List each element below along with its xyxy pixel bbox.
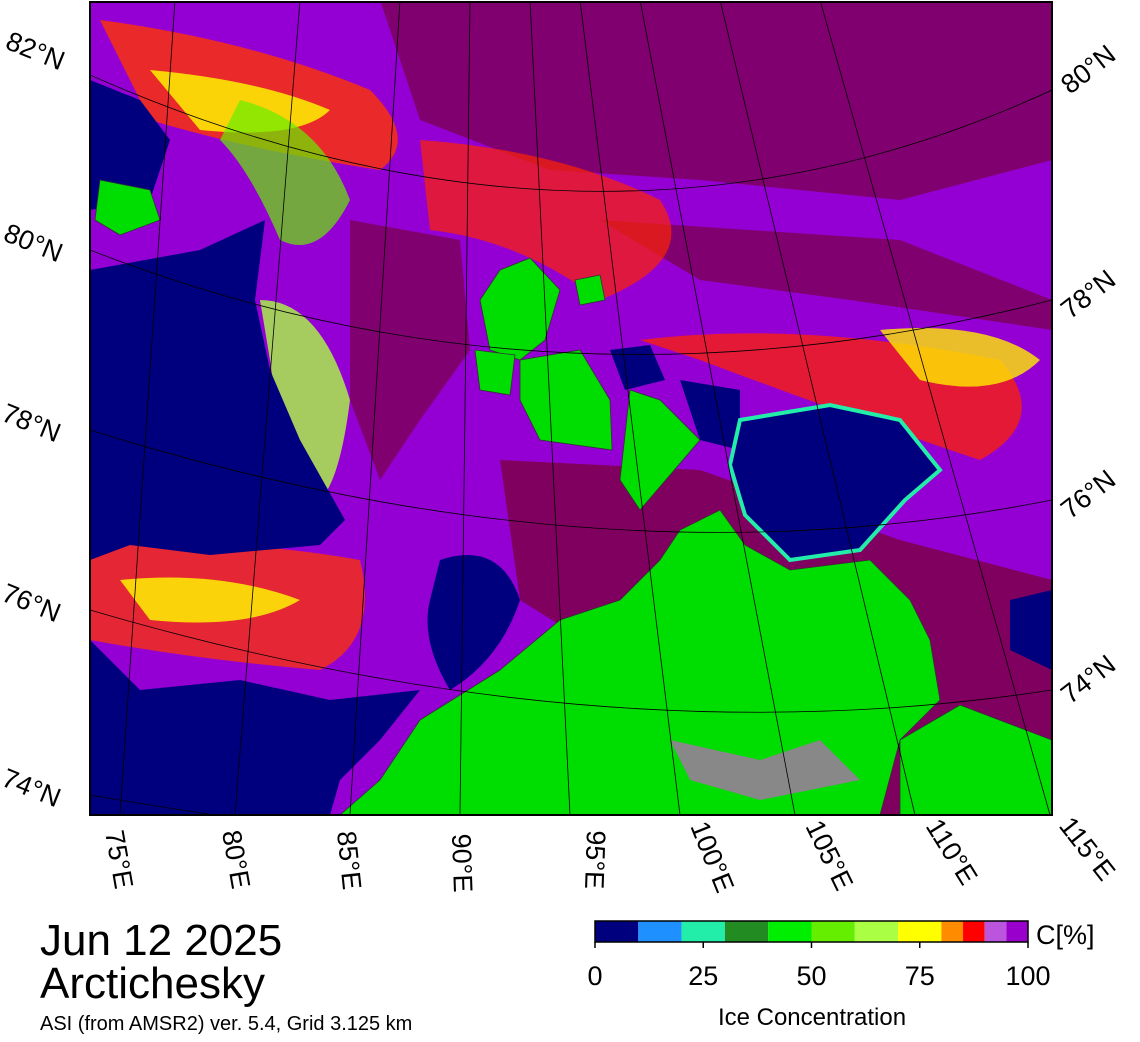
- colorbar-segment: [984, 921, 1007, 942]
- open-water: [680, 380, 740, 450]
- lon-label: 80°E: [216, 828, 256, 891]
- colorbar-label: Ice Concentration: [718, 1004, 906, 1031]
- land: [519, 349, 613, 451]
- region: Arctichesky: [40, 959, 265, 1008]
- colorbar-segment: [681, 921, 725, 942]
- land: [339, 509, 941, 815]
- colorbar-tick-label: 75: [905, 961, 935, 991]
- colorbar-segment: [898, 921, 942, 942]
- land: [94, 179, 161, 236]
- colorbar: 0 25 50 75 100: [587, 920, 1051, 991]
- date: Jun 12 2025: [40, 916, 282, 965]
- colorbar-segment: [811, 921, 855, 942]
- colorbar-segment: [941, 921, 964, 942]
- land: [474, 349, 516, 396]
- lon-label: 110°E: [920, 813, 984, 890]
- lat-label: 80°N: [0, 218, 67, 268]
- ice-map: [90, 2, 1052, 815]
- colorbar-tick-label: 25: [688, 961, 718, 991]
- open-water: [90, 80, 170, 210]
- open-water: [90, 220, 345, 560]
- lat-labels-right: 80°N 78°N 76°N 74°N: [1055, 39, 1121, 710]
- lon-label: 75°E: [99, 828, 139, 891]
- open-water: [427, 555, 520, 690]
- ice-patch: [420, 140, 672, 300]
- ice-patch: [260, 300, 350, 500]
- lat-label: 76°N: [0, 578, 65, 628]
- colorbar-segment: [724, 921, 769, 942]
- lat-label: 78°N: [1055, 264, 1121, 325]
- lon-label: 90°E: [446, 833, 478, 893]
- lon-label: 85°E: [331, 829, 367, 891]
- land: [574, 274, 606, 306]
- colorbar-segment: [963, 921, 985, 942]
- colorbar-segment: [1006, 921, 1028, 942]
- lat-label: 74°N: [1055, 649, 1121, 710]
- lon-labels: 75°E 80°E 85°E 90°E 95°E 100°E 105°E 110…: [99, 811, 1121, 897]
- colorbar-tick-label: 100: [1005, 961, 1050, 991]
- lat-label: 80°N: [1055, 39, 1121, 100]
- ice-field: [380, 2, 1052, 200]
- lat-labels-left: 82°N 80°N 78°N 76°N 74°N: [0, 26, 69, 813]
- colorbar-tick-label: 50: [796, 961, 826, 991]
- lat-label: 74°N: [0, 763, 65, 813]
- lon-label: 100°E: [684, 817, 739, 897]
- land: [619, 389, 701, 511]
- map-frame: [89, 1, 1053, 816]
- colorbar-segment: [638, 921, 682, 942]
- lat-label: 82°N: [2, 26, 69, 76]
- ice-patch: [120, 577, 300, 623]
- source: ASI (from AMSR2) ver. 5.4, Grid 3.125 km: [40, 1013, 412, 1035]
- lat-label: 76°N: [1055, 464, 1121, 525]
- colorbar-tick-label: 0: [587, 961, 602, 991]
- open-water: [90, 640, 420, 815]
- colorbar-unit: C[%]: [1036, 920, 1095, 950]
- ice-field: [600, 220, 1052, 330]
- lon-label: 95°E: [579, 830, 611, 890]
- ice-patch: [880, 328, 1040, 387]
- land-no-data: [670, 740, 860, 800]
- lon-label: 105°E: [800, 815, 859, 895]
- land: [899, 704, 1052, 815]
- graticule: [90, 2, 1052, 815]
- land: [479, 257, 561, 361]
- lon-label: 115°E: [1053, 811, 1121, 886]
- lat-label: 78°N: [0, 398, 65, 448]
- ice-field: [350, 220, 470, 480]
- colorbar-segment: [854, 921, 899, 942]
- open-water: [1010, 590, 1052, 670]
- colorbar-segment: [768, 921, 812, 942]
- colorbar-segment: [595, 921, 639, 942]
